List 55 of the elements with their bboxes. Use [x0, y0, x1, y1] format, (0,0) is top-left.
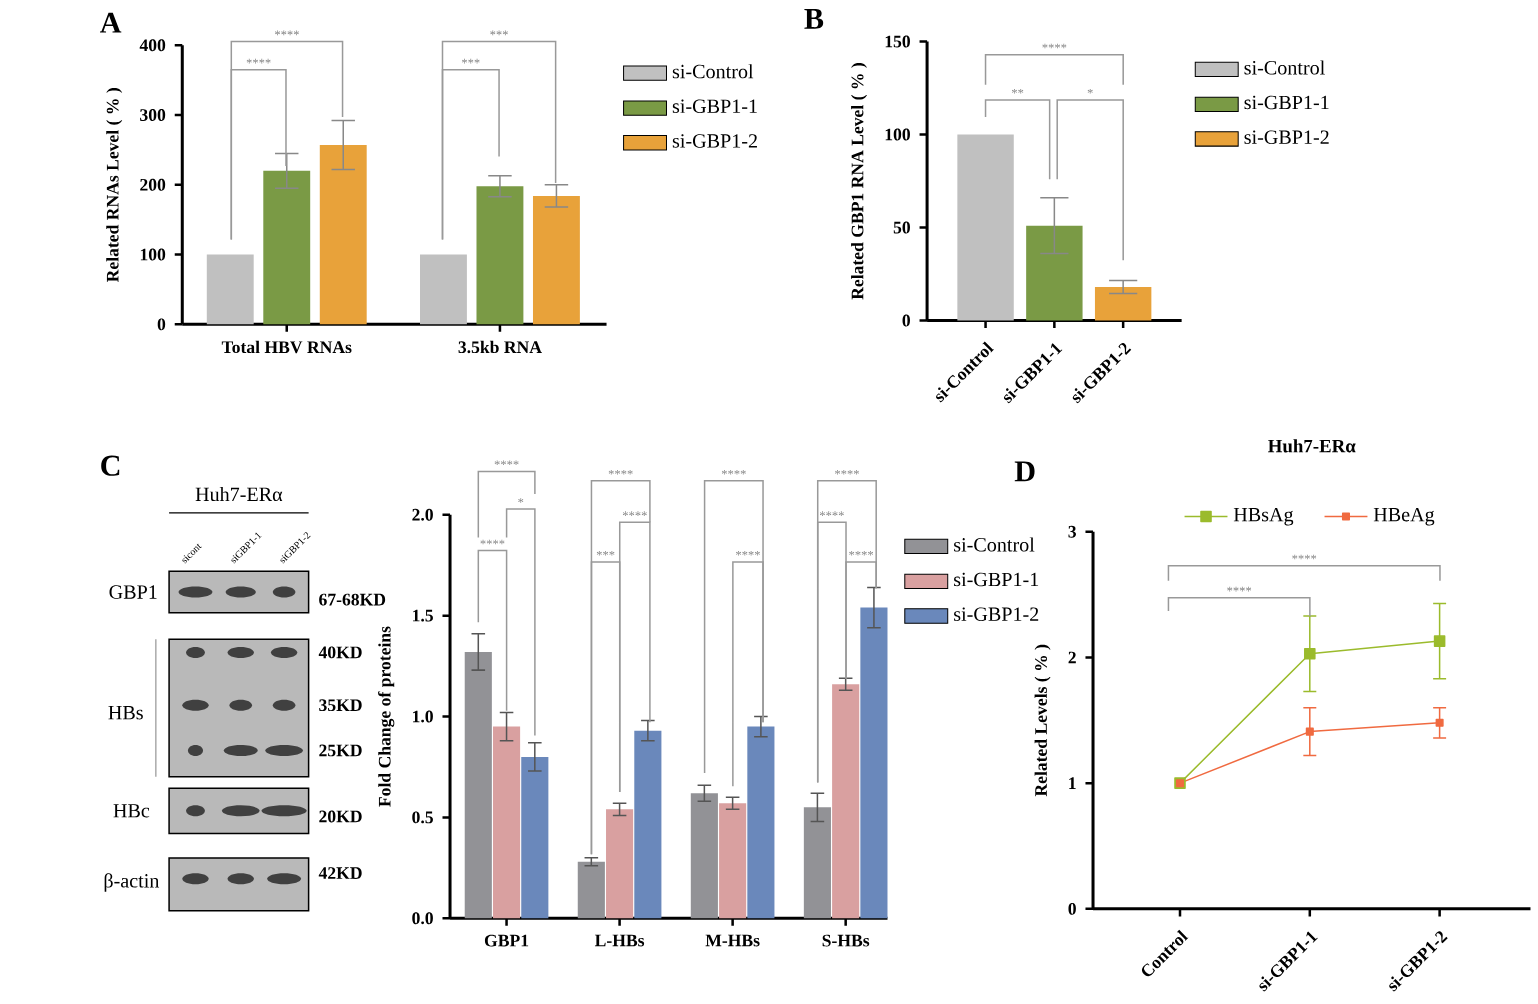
y-tick-label: 0.0: [412, 912, 433, 925]
y-axis-title: Related Levels ( % ): [1034, 645, 1051, 797]
legend-label: si-GBP1-2: [672, 134, 757, 149]
y-tick-label: 300: [140, 109, 166, 122]
y-tick-label: 1: [1069, 777, 1076, 790]
legend-label: HBsAg: [1233, 508, 1294, 526]
y-tick-label: 200: [140, 179, 166, 192]
y-tick-label: 3: [1068, 526, 1076, 539]
text: β-actin: [104, 873, 160, 893]
y-tick-label: 2.0: [412, 509, 433, 522]
x-tick-label: 3.5kb RNA: [458, 341, 542, 354]
text: D: [1014, 461, 1035, 482]
text: 20KD: [319, 810, 362, 823]
text: HBs: [108, 706, 143, 720]
legend-label: si-Control: [954, 537, 1035, 553]
text: GBP1: [109, 585, 157, 600]
text: 67-68KD: [319, 594, 386, 606]
text: HBc: [113, 804, 150, 818]
text: 40KD: [318, 646, 362, 659]
y-tick-label: 100: [885, 129, 910, 141]
y-tick-label: 0.5: [412, 811, 433, 824]
text: A: [100, 13, 122, 34]
text: 42KD: [318, 867, 362, 880]
text: C: [101, 456, 120, 477]
y-axis-title: Related GBP1 RNA Level ( % ): [851, 63, 867, 300]
text: 25KD: [319, 745, 362, 757]
legend-label: si-GBP1-2: [954, 607, 1039, 622]
y-tick-label: 0: [157, 318, 166, 331]
legend-label: si-Control: [672, 64, 754, 79]
text: Huh7-ERα: [195, 487, 283, 502]
y-tick-label: 50: [893, 222, 910, 234]
legend-label: si-GBP1-2: [1244, 130, 1329, 145]
y-axis-title: Related RNAs Level ( % ): [106, 88, 123, 283]
y-tick-label: 0: [902, 315, 910, 327]
text: B: [804, 9, 824, 30]
x-tick-label: Total HBV RNAs: [221, 341, 352, 354]
text: 35KD: [319, 699, 362, 712]
y-tick-label: 100: [140, 249, 166, 261]
legend-label: si-GBP1-1: [672, 99, 757, 114]
x-tick-label: L-HBs: [594, 935, 645, 947]
legend-label: si-GBP1-1: [1244, 96, 1329, 110]
x-tick-label: M-HBs: [705, 935, 760, 947]
y-tick-label: 400: [139, 39, 166, 52]
x-tick-label: S-HBs: [822, 935, 870, 947]
y-tick-label: 2: [1068, 652, 1076, 664]
y-axis-title: Fold Change of proteins: [378, 626, 395, 808]
y-tick-label: 1.5: [413, 610, 433, 623]
y-tick-label: 0: [1068, 903, 1076, 916]
y-tick-label: 1.0: [413, 710, 433, 723]
legend-label: si-GBP1-1: [954, 573, 1039, 587]
y-tick-label: 150: [885, 35, 910, 48]
chart-title: Huh7-ERα: [1268, 439, 1356, 453]
legend-label: HBeAg: [1373, 508, 1435, 526]
legend-label: si-Control: [1244, 60, 1325, 76]
x-tick-label: GBP1: [484, 935, 529, 947]
